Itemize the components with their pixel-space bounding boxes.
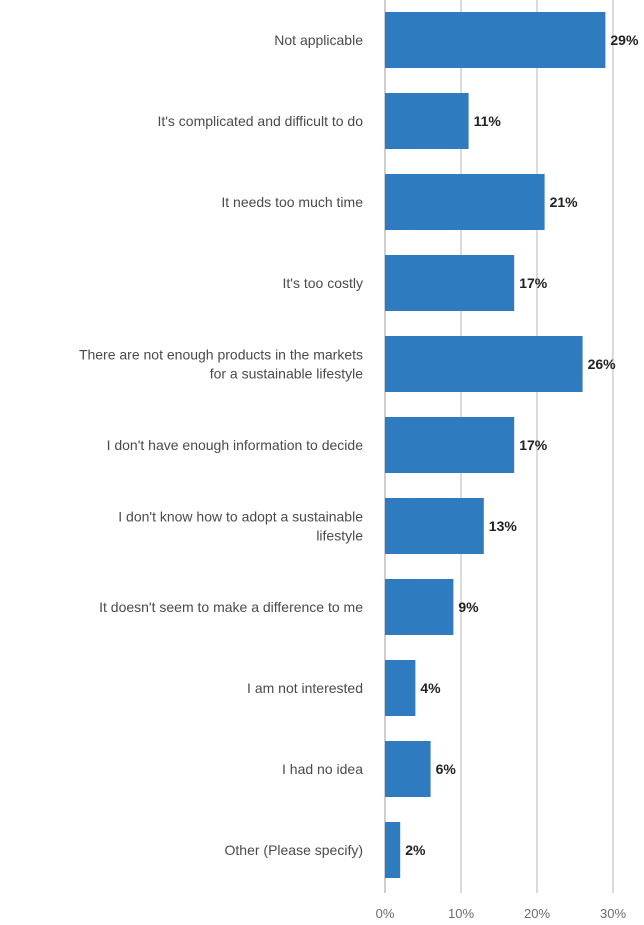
data-label: 17%: [519, 437, 548, 453]
category-label: I had no idea: [282, 761, 363, 777]
bar: [385, 93, 469, 149]
data-label: 11%: [474, 113, 502, 129]
category-label: It's too costly: [283, 275, 363, 291]
bars: [385, 12, 606, 878]
bar: [385, 579, 454, 635]
bar: [385, 336, 583, 392]
category-label: I don't know how to adopt a sustainable: [118, 509, 363, 525]
bar: [385, 174, 545, 230]
bar: [385, 741, 431, 797]
x-tick-label: 10%: [448, 906, 474, 921]
category-label: I don't have enough information to decid…: [107, 437, 364, 453]
category-label: lifestyle: [316, 528, 363, 544]
data-label: 9%: [458, 599, 479, 615]
category-label: Other (Please specify): [225, 842, 364, 858]
data-label: 2%: [405, 842, 426, 858]
category-label: It needs too much time: [221, 194, 363, 210]
category-labels: Not applicable It's complicated and diffi…: [79, 32, 363, 858]
category-label: It doesn't seem to make a difference to …: [99, 599, 363, 615]
x-tick-label: 30%: [600, 906, 626, 921]
x-axis-ticks: 0% 10% 20% 30%: [376, 906, 627, 921]
data-label: 13%: [489, 518, 518, 534]
category-label: There are not enough products in the mar…: [79, 347, 363, 363]
bar: [385, 822, 401, 878]
bar: [385, 12, 606, 68]
data-label: 21%: [550, 194, 579, 210]
bar: [385, 498, 484, 554]
category-label: for a sustainable lifestyle: [210, 366, 364, 382]
data-label: 29%: [610, 32, 639, 48]
category-label: Not applicable: [274, 32, 363, 48]
x-tick-label: 0%: [376, 906, 395, 921]
bar: [385, 255, 515, 311]
data-label: 17%: [519, 275, 548, 291]
category-label: I am not interested: [247, 680, 363, 696]
category-label: It's complicated and difficult to do: [157, 113, 363, 129]
bar: [385, 660, 416, 716]
x-tick-label: 20%: [524, 906, 550, 921]
data-label: 26%: [588, 356, 617, 372]
data-label: 6%: [436, 761, 457, 777]
data-label: 4%: [420, 680, 441, 696]
value-labels: 29% 11% 21% 17% 26% 17% 13% 9% 4% 6% 2%: [405, 32, 639, 858]
bar: [385, 417, 515, 473]
